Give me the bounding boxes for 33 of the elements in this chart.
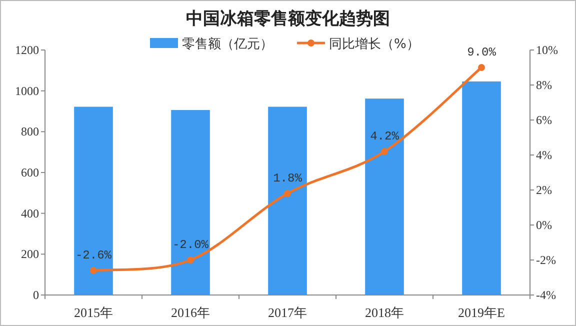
y2-tick-label: 0% bbox=[536, 218, 552, 232]
chart-title: 中国冰箱零售额变化趋势图 bbox=[186, 9, 390, 29]
data-label: 1.8% bbox=[273, 172, 303, 186]
y-tick-label: 1200 bbox=[15, 43, 39, 57]
point bbox=[90, 267, 97, 274]
point bbox=[284, 190, 291, 197]
x-tick-label: 2018年 bbox=[365, 305, 404, 320]
y2-tick-label: -4% bbox=[536, 288, 556, 302]
y2-tick-label: -2% bbox=[536, 253, 556, 267]
data-label: -2.6% bbox=[75, 248, 112, 262]
x-tick-label: 2016年 bbox=[171, 305, 210, 320]
point bbox=[478, 64, 485, 71]
data-label: -2.0% bbox=[172, 238, 210, 252]
y-tick-label: 200 bbox=[21, 247, 39, 262]
x-tick-label: 2019年E bbox=[458, 305, 506, 320]
legend-label: 同比增长（%） bbox=[329, 37, 420, 52]
data-label: 4.2% bbox=[370, 130, 400, 144]
point bbox=[187, 256, 194, 264]
y-tick-label: 1000 bbox=[15, 84, 39, 98]
y-tick-label: 600 bbox=[21, 166, 39, 180]
data-label: 9.0% bbox=[467, 46, 497, 60]
point bbox=[381, 148, 388, 155]
y-tick-label: 400 bbox=[21, 206, 39, 220]
x-tick-label: 2017年 bbox=[268, 305, 307, 320]
y2-tick-label: 8% bbox=[536, 78, 552, 92]
y2-tick-label: 2% bbox=[536, 183, 552, 197]
y2-tick-label: 10% bbox=[536, 43, 558, 57]
legend-label: 零售额（亿元） bbox=[182, 37, 273, 52]
y2-tick-label: 4% bbox=[536, 148, 552, 162]
y2-tick-label: 6% bbox=[536, 113, 552, 127]
x-tick-label: 2015年 bbox=[74, 305, 113, 320]
y-tick-label: 0 bbox=[33, 288, 39, 302]
y-tick-label: 800 bbox=[21, 124, 39, 139]
